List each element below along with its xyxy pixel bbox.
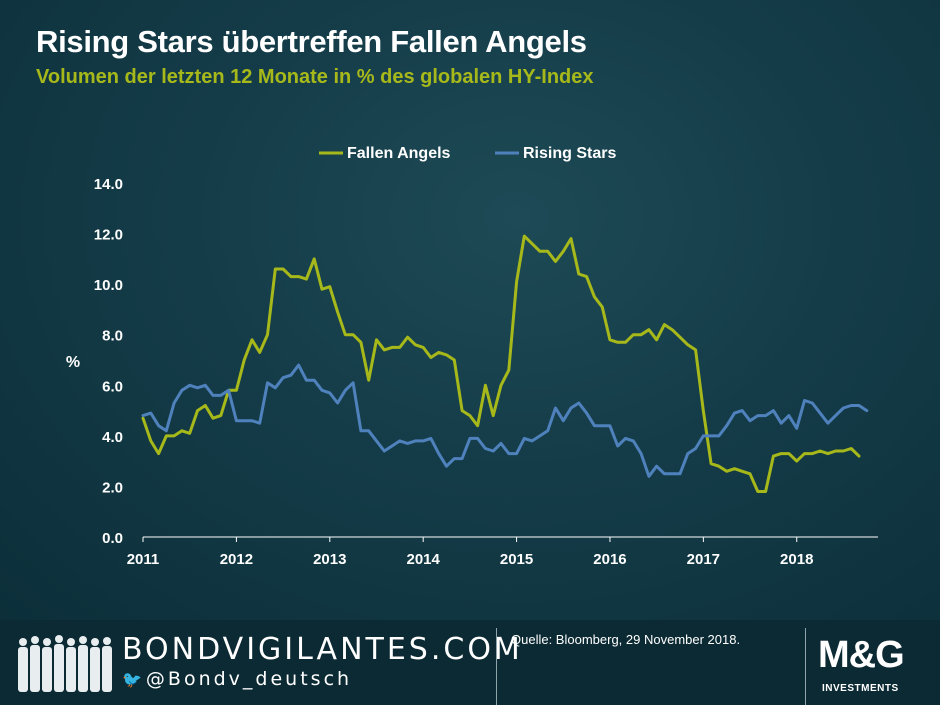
footer: BONDVIGILANTES.COM 🐦 @Bondv_deutsch Quell…	[0, 620, 940, 705]
y-tick-label: 2.0	[102, 479, 123, 496]
logo-sub-text: INVESTMENTS	[822, 683, 899, 694]
y-tick-label: 10.0	[94, 277, 123, 294]
line-chart: 0.0 2.0 4.0 6.0 8.0 10.0 12.0 14.0 2011 2012 2013 2…	[66, 145, 878, 568]
people-silhouette-icon	[18, 635, 112, 692]
twitter-prefix: @	[145, 668, 168, 690]
x-tick-label: 2013	[313, 551, 346, 568]
y-tick-label: 12.0	[94, 227, 123, 244]
x-tick-label: 2011	[127, 551, 160, 568]
series-line-fallen-angels	[141, 234, 861, 493]
mg-logo: M&G INVESTMENTS	[806, 620, 940, 705]
background-decoration	[0, 0, 940, 620]
y-axis-label: %	[66, 354, 80, 371]
legend-label: Rising Stars	[523, 145, 616, 162]
x-tick-label: 2015	[500, 551, 533, 568]
chart-subtitle: Volumen der letzten 12 Monate in % des g…	[36, 66, 594, 88]
x-tick-label: 2018	[780, 551, 813, 568]
y-tick-label: 14.0	[94, 176, 123, 193]
y-tick-label: 0.0	[102, 530, 123, 547]
y-tick-label: 8.0	[102, 328, 123, 345]
x-tick-label: 2014	[406, 551, 440, 568]
x-tick-label: 2012	[220, 551, 253, 568]
x-tick-label: 2016	[593, 551, 626, 568]
source-note: Quelle: Bloomberg, 29 November 2018.	[511, 632, 741, 647]
footer-divider	[496, 628, 497, 705]
twitter-handle-text: Bondv_deutsch	[167, 668, 353, 690]
legend-label: Fallen Angels	[347, 145, 451, 162]
footer-divider	[805, 628, 806, 705]
series-line-rising-stars	[141, 363, 869, 478]
twitter-handle[interactable]: 🐦 @Bondv_deutsch	[122, 668, 352, 690]
site-link[interactable]: BONDVIGILANTES.COM	[122, 632, 523, 667]
twitter-bird-icon: 🐦	[122, 670, 142, 689]
chart-title: Rising Stars übertreffen Fallen Angels	[36, 24, 587, 59]
y-tick-label: 6.0	[102, 378, 123, 395]
x-tick-label: 2017	[687, 551, 720, 568]
logo-main-text: M&G	[818, 634, 905, 676]
y-tick-label: 4.0	[102, 429, 123, 446]
